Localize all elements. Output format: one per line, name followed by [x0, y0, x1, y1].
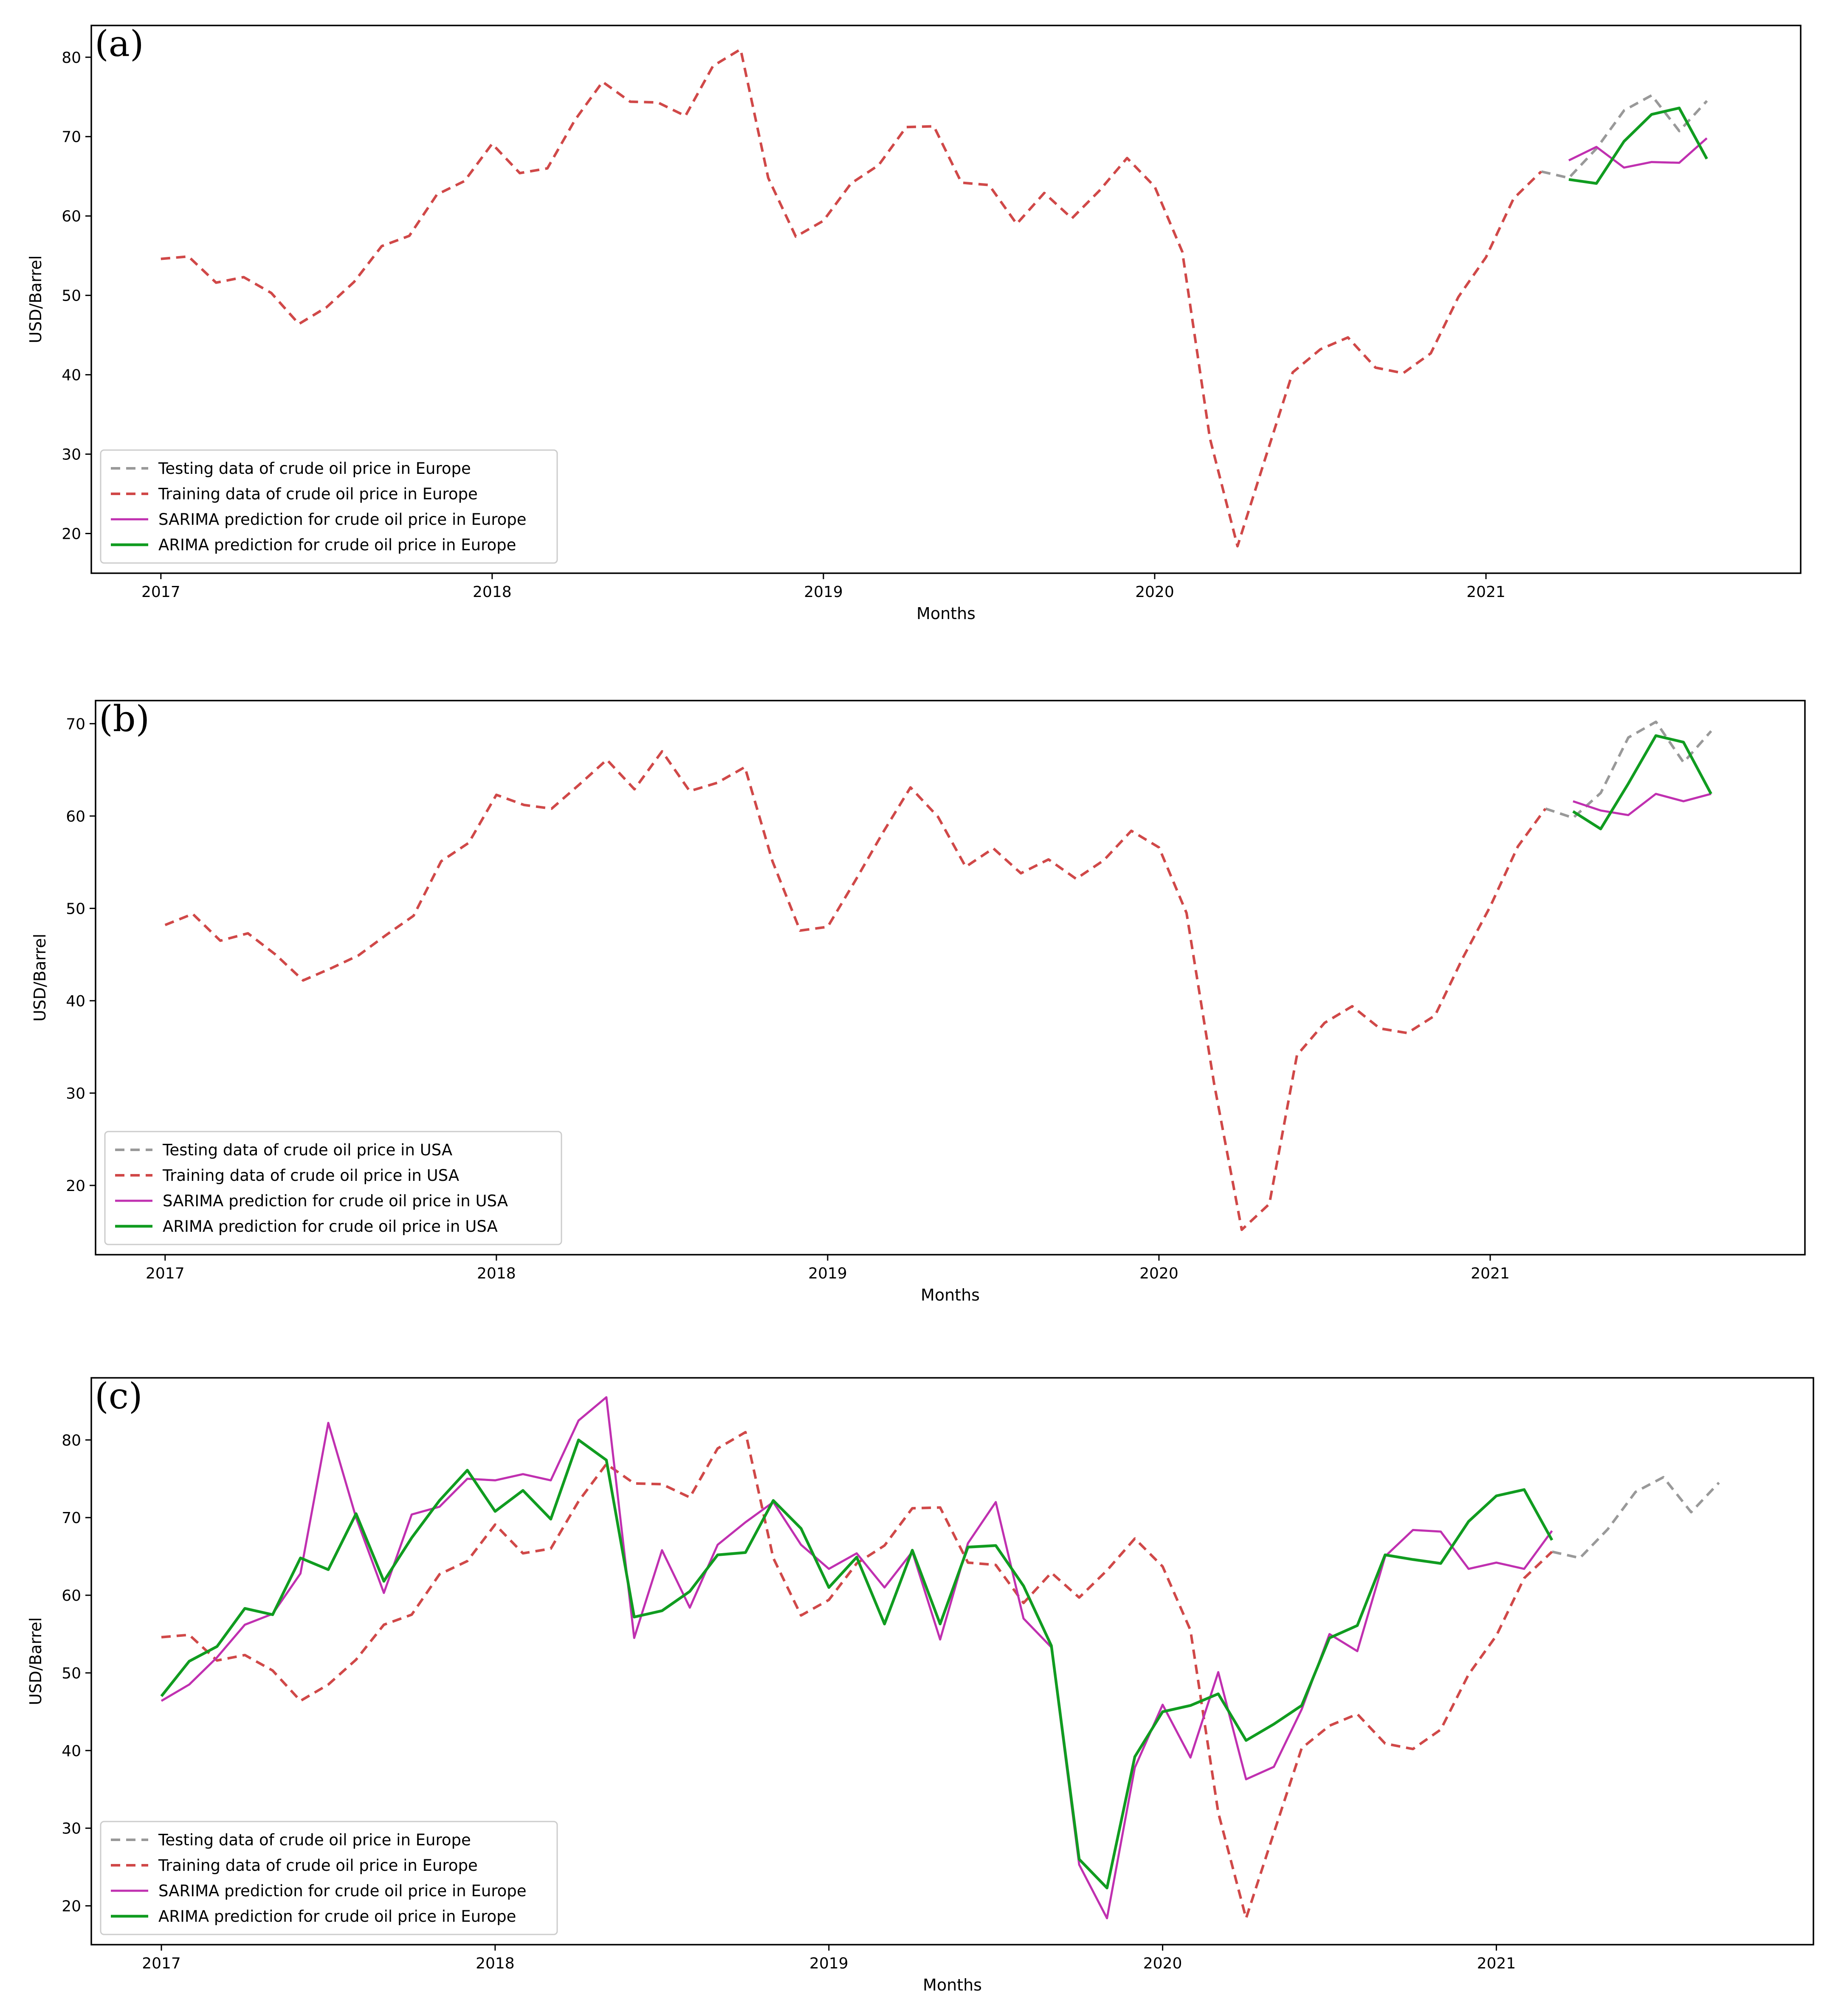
legend-label-sarima: SARIMA prediction for crude oil price in…	[158, 1882, 527, 1900]
testing-series-line	[1541, 94, 1708, 179]
panel-label: (b)	[99, 698, 149, 740]
plot-frame	[90, 1377, 1814, 1946]
y-axis-label: USD/Barrel	[26, 1617, 45, 1705]
series-group	[160, 1396, 1720, 1920]
sarima-series-line	[1568, 137, 1708, 169]
arima-series-line	[160, 1439, 1554, 1889]
testing-series-line	[1545, 721, 1712, 819]
x-tick-label: 2020	[1139, 1265, 1179, 1282]
x-tick-label: 2019	[804, 583, 843, 601]
chart-panel-1: 2017 2018 2019 2020 2021 20 30 40 50 60 70 80 Months…	[26, 23, 1802, 623]
y-tick-label: 20	[62, 1898, 81, 1915]
y-tick-label: 40	[62, 1743, 81, 1760]
y-axis-label: USD/Barrel	[31, 934, 49, 1022]
series-group	[164, 721, 1712, 1231]
y-tick-label: 60	[66, 808, 85, 825]
y-tick-label: 80	[62, 49, 81, 67]
legend-label-testing: Testing data of crude oil price in USA	[162, 1141, 452, 1159]
plot-frame	[90, 25, 1802, 574]
y-tick-label: 50	[62, 287, 81, 305]
legend: Testing data of crude oil price in Europ…	[100, 1821, 558, 1935]
training-series-line	[164, 750, 1547, 1231]
y-tick-label: 20	[66, 1177, 85, 1195]
x-tick-label: 2017	[141, 583, 180, 601]
testing-series-line	[1552, 1476, 1720, 1560]
x-tick-label: 2017	[142, 1955, 181, 1972]
y-tick-label: 30	[66, 1085, 85, 1102]
x-tick-label: 2021	[1471, 1265, 1510, 1282]
y-tick-label: 30	[62, 1820, 81, 1838]
y-tick-label: 40	[66, 993, 85, 1010]
legend-label-arima: ARIMA prediction for crude oil price in …	[163, 1217, 498, 1236]
x-axis-label: Months	[923, 1976, 982, 1994]
y-tick-label: 20	[62, 526, 81, 543]
y-tick-label: 60	[62, 208, 81, 225]
x-axis-label: Months	[916, 604, 976, 623]
x-axis-label: Months	[921, 1286, 980, 1304]
legend-box	[100, 449, 558, 564]
arima-series-line	[1572, 734, 1712, 831]
x-tick-label: 2021	[1477, 1955, 1516, 1972]
y-axis-label: USD/Barrel	[26, 255, 45, 343]
x-tick-label: 2017	[146, 1265, 185, 1282]
x-tick-label: 2018	[473, 583, 512, 601]
sarima-series-line	[1573, 793, 1711, 817]
x-tick-label: 2021	[1466, 583, 1506, 601]
panel-label: (a)	[95, 23, 144, 65]
y-tick-label: 70	[62, 129, 81, 146]
y-tick-label: 30	[62, 446, 81, 464]
y-tick-label: 50	[62, 1665, 81, 1682]
training-series-line	[161, 1431, 1553, 1920]
legend-box	[100, 1821, 558, 1935]
chart-panel-3: 2017 2018 2019 2020 2021 20 30 40 50 60 70 80 Months…	[26, 1375, 1814, 1994]
legend-box	[104, 1131, 562, 1245]
x-tick-label: 2020	[1135, 583, 1174, 601]
legend-label-testing: Testing data of crude oil price in Europ…	[158, 1831, 471, 1849]
x-tick-label: 2020	[1143, 1955, 1182, 1972]
y-tick-label: 70	[66, 715, 85, 733]
legend-label-testing: Testing data of crude oil price in Europ…	[158, 459, 471, 478]
y-tick-label: 50	[66, 900, 85, 918]
legend-label-training: Training data of crude oil price in USA	[162, 1166, 459, 1185]
arima-series-line	[1568, 107, 1708, 185]
legend-label-arima: ARIMA prediction for crude oil price in …	[158, 536, 516, 554]
x-tick-label: 2019	[808, 1265, 847, 1282]
plot-frame	[95, 700, 1806, 1256]
legend-label-training: Training data of crude oil price in Euro…	[158, 485, 478, 503]
panel-label: (c)	[95, 1375, 143, 1417]
x-tick-label: 2018	[477, 1265, 516, 1282]
x-tick-label: 2018	[476, 1955, 515, 1972]
legend-label-training: Training data of crude oil price in Euro…	[158, 1856, 478, 1875]
legend: Testing data of crude oil price in USA Tr…	[104, 1131, 562, 1245]
training-series-line	[161, 48, 1542, 548]
y-tick-label: 40	[62, 367, 81, 384]
series-group	[161, 48, 1708, 548]
y-tick-label: 70	[62, 1509, 81, 1527]
y-tick-label: 60	[62, 1587, 81, 1605]
legend-label-sarima: SARIMA prediction for crude oil price in…	[163, 1192, 508, 1210]
legend-label-arima: ARIMA prediction for crude oil price in …	[158, 1907, 516, 1926]
chart-panel-2: 2017 2018 2019 2020 2021 20 30 40 50 60 70 Months US…	[31, 698, 1806, 1304]
legend-label-sarima: SARIMA prediction for crude oil price in…	[158, 510, 527, 529]
legend: Testing data of crude oil price in Europ…	[100, 449, 558, 564]
x-tick-label: 2019	[809, 1955, 849, 1972]
y-tick-label: 80	[62, 1432, 81, 1449]
